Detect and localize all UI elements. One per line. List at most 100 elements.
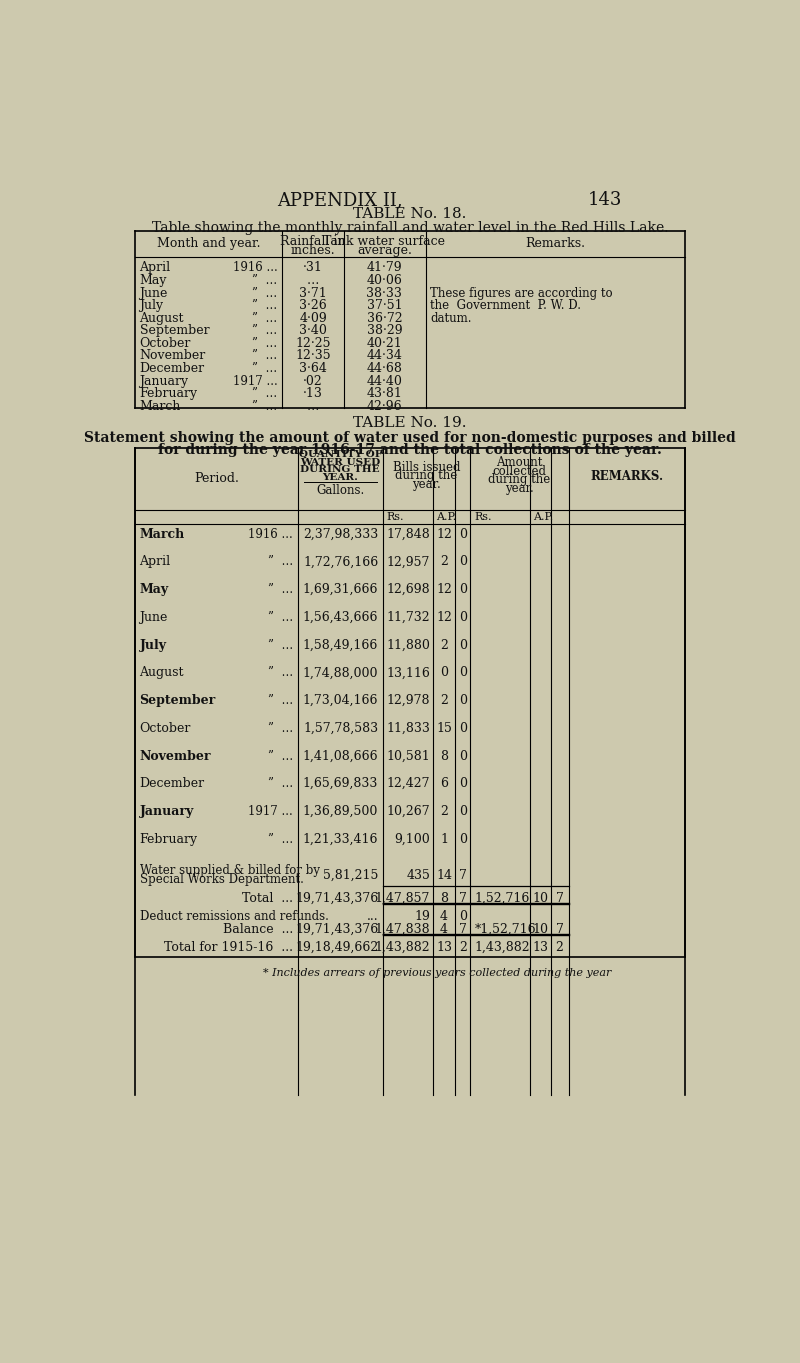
Text: 0: 0 — [458, 750, 466, 762]
Text: 2: 2 — [440, 806, 448, 818]
Text: 6: 6 — [440, 777, 448, 791]
Text: A.P.: A.P. — [534, 512, 554, 522]
Text: 36·72: 36·72 — [366, 312, 402, 324]
Text: March: March — [139, 399, 181, 413]
Text: 11,833: 11,833 — [386, 722, 430, 735]
Text: 0: 0 — [458, 583, 466, 596]
Text: ”  …: ” … — [252, 387, 278, 401]
Text: 8: 8 — [440, 891, 448, 905]
Text: 12: 12 — [436, 583, 452, 596]
Text: during the: during the — [395, 469, 458, 483]
Text: 4: 4 — [440, 910, 448, 924]
Text: 15: 15 — [436, 722, 452, 735]
Text: 2: 2 — [440, 556, 448, 568]
Text: April: April — [139, 556, 170, 568]
Text: 19,71,43,376: 19,71,43,376 — [295, 923, 378, 936]
Text: 17,848: 17,848 — [386, 527, 430, 541]
Text: 2: 2 — [556, 942, 563, 954]
Text: 0: 0 — [458, 910, 466, 924]
Text: 19,18,49,662: 19,18,49,662 — [295, 942, 378, 954]
Text: WATER USED: WATER USED — [300, 458, 380, 466]
Text: APPENDIX II,: APPENDIX II, — [278, 191, 403, 210]
Text: Tank water surface: Tank water surface — [323, 236, 446, 248]
Text: October: October — [139, 337, 191, 350]
Text: Rs.: Rs. — [386, 512, 404, 522]
Text: ”  …: ” … — [268, 777, 293, 791]
Text: 10,267: 10,267 — [386, 806, 430, 818]
Text: 1,21,33,416: 1,21,33,416 — [302, 833, 378, 845]
Text: 44·40: 44·40 — [366, 375, 402, 387]
Text: 8: 8 — [440, 750, 448, 762]
Text: 0: 0 — [458, 722, 466, 735]
Text: ”  …: ” … — [252, 363, 278, 375]
Text: year.: year. — [412, 477, 441, 491]
Text: 1: 1 — [440, 833, 448, 845]
Text: 1,52,716: 1,52,716 — [474, 891, 530, 905]
Text: 0: 0 — [458, 777, 466, 791]
Text: ·31: ·31 — [303, 262, 323, 274]
Text: ...: ... — [366, 910, 378, 924]
Text: 0: 0 — [458, 556, 466, 568]
Text: 1,57,78,583: 1,57,78,583 — [303, 722, 378, 735]
Text: REMARKS.: REMARKS. — [590, 470, 663, 483]
Text: 1,41,08,666: 1,41,08,666 — [302, 750, 378, 762]
Text: Period.: Period. — [194, 472, 238, 485]
Text: 44·68: 44·68 — [366, 363, 402, 375]
Text: January: January — [139, 375, 189, 387]
Text: 12: 12 — [436, 527, 452, 541]
Text: 7: 7 — [458, 923, 466, 936]
Text: 1,65,69,833: 1,65,69,833 — [303, 777, 378, 791]
Text: 38·29: 38·29 — [366, 324, 402, 337]
Text: 0: 0 — [458, 611, 466, 624]
Text: February: February — [139, 833, 198, 845]
Text: July: July — [139, 639, 166, 652]
Text: June: June — [139, 286, 168, 300]
Text: 3·71: 3·71 — [299, 286, 327, 300]
Text: 0: 0 — [458, 667, 466, 679]
Text: 0: 0 — [458, 639, 466, 652]
Text: 7: 7 — [556, 923, 563, 936]
Text: Amount: Amount — [496, 457, 542, 469]
Text: ”  …: ” … — [268, 667, 293, 679]
Text: 13: 13 — [436, 942, 452, 954]
Text: Gallons.: Gallons. — [316, 484, 364, 497]
Text: ”  …: ” … — [268, 611, 293, 624]
Text: …: … — [307, 274, 319, 288]
Text: average.: average. — [357, 244, 412, 256]
Text: 44·34: 44·34 — [366, 349, 402, 363]
Text: 41·79: 41·79 — [366, 262, 402, 274]
Text: datum.: datum. — [430, 312, 472, 324]
Text: June: June — [139, 611, 168, 624]
Text: 10: 10 — [532, 923, 548, 936]
Text: 12·35: 12·35 — [295, 349, 331, 363]
Text: 1,73,04,166: 1,73,04,166 — [302, 694, 378, 707]
Text: ·13: ·13 — [303, 387, 323, 401]
Text: These figures are according to: These figures are according to — [430, 286, 613, 300]
Text: collected: collected — [492, 465, 546, 477]
Text: 10,581: 10,581 — [386, 750, 430, 762]
Text: May: May — [139, 274, 167, 288]
Text: May: May — [139, 583, 169, 596]
Text: ”  …: ” … — [268, 694, 293, 707]
Text: inches.: inches. — [291, 244, 335, 256]
Text: 1916 ...: 1916 ... — [248, 527, 293, 541]
Text: 12,957: 12,957 — [386, 556, 430, 568]
Text: August: August — [139, 667, 184, 679]
Text: ”  …: ” … — [252, 286, 278, 300]
Text: 2: 2 — [440, 639, 448, 652]
Text: *1,52,716: *1,52,716 — [474, 923, 536, 936]
Text: 2: 2 — [458, 942, 466, 954]
Text: 14: 14 — [436, 868, 452, 882]
Text: 0: 0 — [458, 833, 466, 845]
Text: the  Government  P. W. D.: the Government P. W. D. — [430, 298, 581, 312]
Text: Statement showing the amount of water used for non-domestic purposes and billed: Statement showing the amount of water us… — [84, 431, 736, 444]
Text: 12: 12 — [436, 611, 452, 624]
Text: 9,100: 9,100 — [394, 833, 430, 845]
Text: Water supplied & billed for by: Water supplied & billed for by — [139, 864, 319, 878]
Text: 43·81: 43·81 — [366, 387, 402, 401]
Text: Total  ...: Total ... — [242, 891, 293, 905]
Text: March: March — [139, 527, 185, 541]
Text: during the: during the — [488, 473, 550, 487]
Text: DURING THE: DURING THE — [301, 465, 380, 474]
Text: 40·21: 40·21 — [366, 337, 402, 350]
